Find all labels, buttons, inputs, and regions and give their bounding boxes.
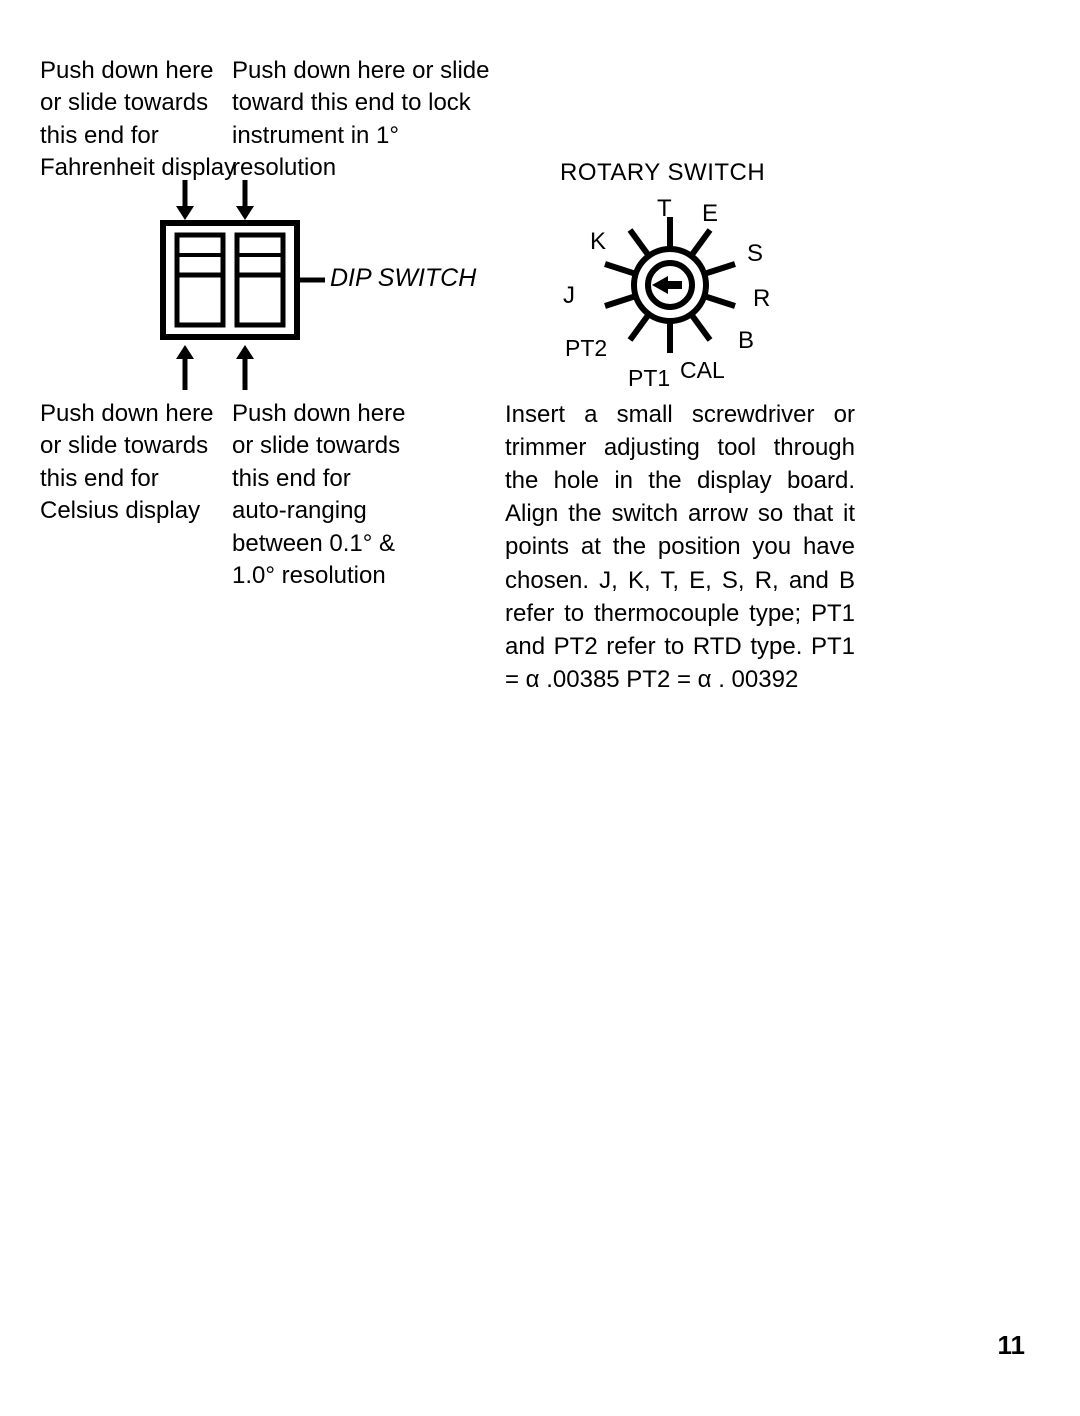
caption-bottom-left: Push down here or slide towards this end… — [40, 398, 240, 528]
rotary-label-j: J — [563, 282, 575, 310]
rotary-label-k: K — [590, 228, 606, 256]
arrow-up-1-icon — [170, 345, 200, 390]
rotary-label-s: S — [747, 240, 763, 268]
rotary-label-pt2: PT2 — [565, 335, 607, 362]
page-root: Push down here or slide towards this end… — [0, 0, 1080, 1416]
rotary-label-e: E — [702, 200, 718, 228]
rotary-label-r: R — [753, 285, 770, 313]
rotary-label-b: B — [738, 327, 754, 355]
dip-switch-icon — [155, 215, 325, 350]
dip-switch-label: DIP SWITCH — [330, 262, 476, 296]
caption-top-left: Push down here or slide towards this end… — [40, 55, 240, 185]
arrow-up-2-icon — [230, 345, 260, 390]
rotary-label-t: T — [657, 195, 672, 223]
rotary-instructions-paragraph: Insert a small screwdriver or trimmer ad… — [505, 398, 855, 696]
rotary-label-cal: CAL — [680, 357, 725, 384]
rotary-label-pt1: PT1 — [628, 365, 670, 392]
page-number: 11 — [998, 1330, 1026, 1361]
arrow-down-2-icon — [230, 180, 260, 220]
arrow-down-1-icon — [170, 180, 200, 220]
caption-bottom-right: Push down here or slide towards this end… — [232, 398, 462, 592]
caption-top-right: Push down here or slide toward this end … — [232, 55, 512, 185]
